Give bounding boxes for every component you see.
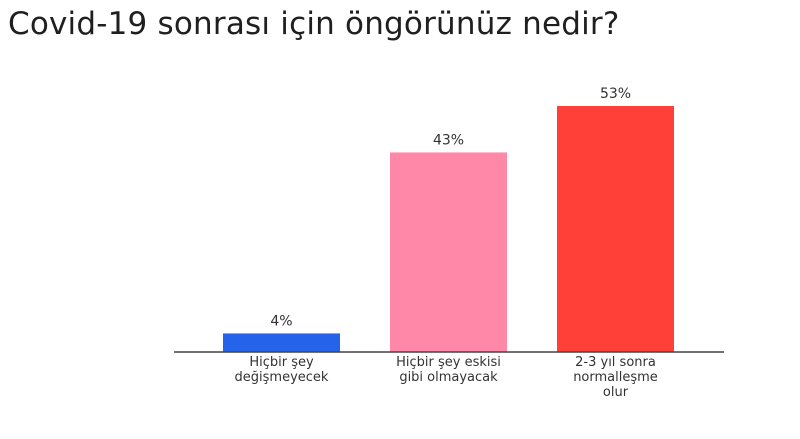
labels-group: 4% Hiçbir şey değişmeyecek 43% Hiçbir şey es…: [235, 86, 658, 400]
value-label-2: 43%: [433, 132, 464, 148]
bar-2: [390, 152, 507, 352]
category-label-3: 2-3 yıl sonra normalleşme olur: [573, 355, 658, 400]
value-label-1: 4%: [270, 313, 292, 329]
chart-title: Covid-19 sonrası için öngörünüz nedir?: [8, 6, 620, 42]
value-label-3: 53%: [600, 86, 631, 102]
category-label-1: Hiçbir şey değişmeyecek: [235, 355, 329, 385]
category-label-2: Hiçbir şey eskisi gibi olmayacak: [396, 355, 501, 385]
bar-1: [223, 333, 340, 352]
bar-3: [557, 106, 674, 352]
bars-group: [223, 106, 674, 352]
